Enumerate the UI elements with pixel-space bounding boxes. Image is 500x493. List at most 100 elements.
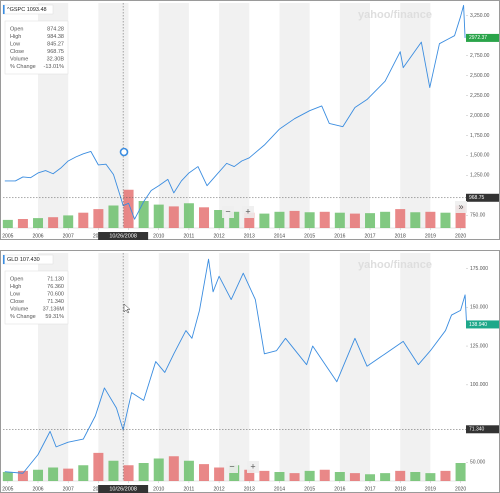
control-button[interactable] xyxy=(222,206,234,218)
x-tick-label: 2016 xyxy=(334,233,345,239)
y-tick-label: 3,250.00 xyxy=(470,13,490,19)
volume-bar xyxy=(199,464,210,481)
tooltip-field: Open xyxy=(10,26,23,32)
x-tick-label: 2011 xyxy=(184,486,195,492)
volume-bar xyxy=(2,219,13,228)
volume-bar xyxy=(63,215,74,228)
year-band xyxy=(158,253,189,481)
year-band xyxy=(400,253,431,481)
volume-bar xyxy=(304,212,315,228)
x-tick-label: 2007 xyxy=(63,233,74,239)
volume-bar xyxy=(455,205,466,228)
tooltip-field: Open xyxy=(10,276,23,282)
volume-bar xyxy=(33,469,44,481)
volume-bar xyxy=(410,472,421,481)
control-button[interactable] xyxy=(247,461,259,473)
year-band xyxy=(339,253,371,481)
year-band xyxy=(98,253,129,481)
year-band xyxy=(219,253,250,481)
volume-bar xyxy=(93,209,104,228)
volume-bar xyxy=(365,474,376,481)
x-tick-label: 2005 xyxy=(2,233,13,239)
tooltip-field: % Change xyxy=(10,64,36,70)
x-tick-label: 2018 xyxy=(395,486,406,492)
crosshair-price-tag xyxy=(466,425,499,434)
volume-bar xyxy=(304,470,315,481)
x-tick-label: 2015 xyxy=(304,233,315,239)
x-tick-label: 2017 xyxy=(364,486,375,492)
x-tick-label: 2019 xyxy=(425,233,436,239)
volume-bar xyxy=(259,470,270,481)
volume-bar xyxy=(380,211,391,228)
x-tick-label: 2010 xyxy=(153,233,164,239)
y-tick-label: 2,500.00 xyxy=(470,73,490,79)
volume-bar xyxy=(319,469,330,481)
control-button[interactable] xyxy=(226,461,238,473)
volume-bar xyxy=(259,213,270,228)
volume-bar xyxy=(380,473,391,481)
year-band xyxy=(219,3,250,228)
x-tick-label: 2012 xyxy=(214,486,225,492)
control-label[interactable]: + xyxy=(245,206,250,216)
year-band xyxy=(279,3,310,228)
x-tick-label: 2006 xyxy=(32,233,43,239)
y-tick-label: 50.000 xyxy=(470,460,486,466)
control-button[interactable] xyxy=(242,206,254,218)
volume-bar xyxy=(153,458,164,481)
tooltip-value: 984.38 xyxy=(47,34,64,40)
volume-bar xyxy=(78,212,89,228)
control-label[interactable]: − xyxy=(225,206,230,216)
crosshair-date-tag xyxy=(98,232,149,240)
crosshair-date: 10/26/2008 xyxy=(109,233,137,239)
tooltip-value: 59.31% xyxy=(45,314,64,320)
volume-bar xyxy=(349,473,360,481)
volume-bar xyxy=(17,470,28,481)
y-tick-label: 2,250.00 xyxy=(470,93,490,99)
volume-bar xyxy=(334,212,345,228)
last-price-tag xyxy=(466,320,499,329)
x-tick-label: 2015 xyxy=(304,486,315,492)
volume-bar xyxy=(123,465,134,481)
x-tick-label: 2020 xyxy=(455,233,466,239)
y-tick-label: 1,250.00 xyxy=(470,173,490,179)
x-tick-label: 2019 xyxy=(425,486,436,492)
volume-bar xyxy=(214,210,225,228)
volume-bar xyxy=(334,472,345,481)
crosshair-date-tag xyxy=(98,485,149,493)
volume-bar xyxy=(33,218,44,228)
x-tick-label: 2017 xyxy=(364,233,375,239)
tooltip-field: Low xyxy=(10,41,20,47)
volume-bar xyxy=(48,467,59,481)
volume-bar xyxy=(168,206,179,228)
volume-bar xyxy=(244,212,255,228)
volume-bar xyxy=(108,205,119,228)
volume-bar xyxy=(229,465,240,481)
last-price: 2972.37 xyxy=(469,35,487,41)
y-tick-label: 100.000 xyxy=(470,382,488,388)
volume-bar xyxy=(2,472,13,481)
volume-bar xyxy=(199,207,210,228)
y-tick-label: 1,750.00 xyxy=(470,133,490,139)
control-label[interactable]: » xyxy=(458,201,463,211)
watermark: yahoo/finance xyxy=(358,9,432,21)
tooltip-value: 32.30B xyxy=(47,56,65,62)
x-tick-label: 2012 xyxy=(214,233,225,239)
crosshair-price-tag xyxy=(466,193,499,202)
tooltip-field: Low xyxy=(10,291,20,297)
control-label[interactable]: − xyxy=(229,461,234,471)
volume-bar xyxy=(48,217,59,228)
tooltip-field: Close xyxy=(10,299,24,305)
hover-marker xyxy=(119,147,129,157)
x-tick-label: 2007 xyxy=(63,486,74,492)
volume-bar xyxy=(229,211,240,228)
x-tick-label: 2010 xyxy=(153,486,164,492)
y-tick-label: 150.000 xyxy=(470,305,488,311)
crosshair-date: 10/26/2008 xyxy=(109,486,137,492)
tooltip-field: Close xyxy=(10,49,24,55)
last-price: 138.940 xyxy=(469,322,487,328)
x-tick-label: 2014 xyxy=(274,233,285,239)
control-label[interactable]: + xyxy=(250,461,255,471)
volume-bar xyxy=(63,468,74,481)
control-button[interactable] xyxy=(455,201,467,213)
